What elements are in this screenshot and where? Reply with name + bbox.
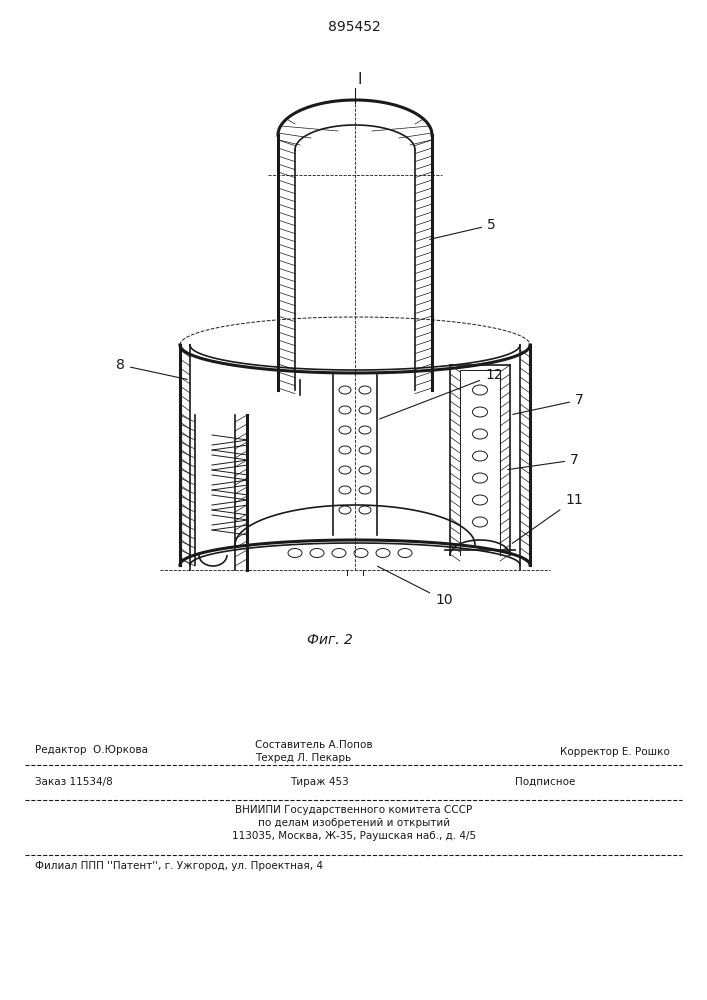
Text: Филиал ППП ''Патент'', г. Ужгород, ул. Проектная, 4: Филиал ППП ''Патент'', г. Ужгород, ул. П… (35, 861, 323, 871)
Text: Фиг. 2: Фиг. 2 (307, 633, 353, 647)
Text: Редактор  О.Юркова: Редактор О.Юркова (35, 745, 148, 755)
Text: Составитель А.Попов: Составитель А.Попов (255, 740, 373, 750)
Text: Тираж 453: Тираж 453 (290, 777, 349, 787)
Text: Подписное: Подписное (515, 777, 575, 787)
Text: по делам изобретений и открытий: по делам изобретений и открытий (258, 818, 450, 828)
Text: I: I (358, 73, 362, 88)
Text: Заказ 11534/8: Заказ 11534/8 (35, 777, 112, 787)
Text: Корректор Е. Рошко: Корректор Е. Рошко (560, 747, 670, 757)
Text: ВНИИПИ Государственного комитета СССР: ВНИИПИ Государственного комитета СССР (235, 805, 472, 815)
Text: 12: 12 (380, 368, 503, 419)
Text: 10: 10 (378, 566, 452, 607)
Text: 8: 8 (116, 358, 187, 379)
Text: 11: 11 (513, 493, 583, 543)
Text: 5: 5 (430, 218, 496, 239)
Text: Техред Л. Пекарь: Техред Л. Пекарь (255, 753, 351, 763)
Text: 7: 7 (508, 453, 579, 470)
Text: 895452: 895452 (327, 20, 380, 34)
Text: 113035, Москва, Ж-35, Раушская наб., д. 4/5: 113035, Москва, Ж-35, Раушская наб., д. … (232, 831, 476, 841)
Text: 7: 7 (513, 393, 584, 414)
